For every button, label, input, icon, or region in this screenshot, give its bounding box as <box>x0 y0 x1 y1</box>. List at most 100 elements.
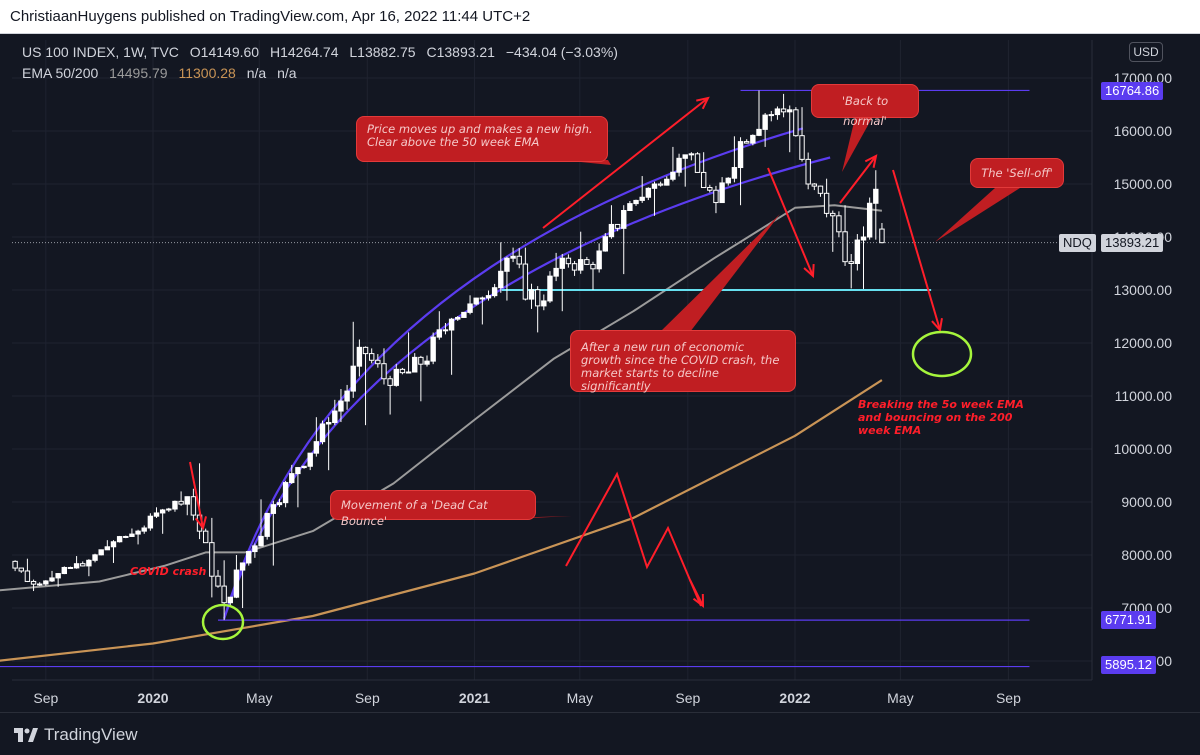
candle-body <box>731 167 738 179</box>
ema-legend[interactable]: EMA 50/200 14495.79 11300.28 n/a n/a <box>22 65 304 81</box>
candle-body <box>793 109 799 137</box>
candle <box>295 467 301 508</box>
candle <box>387 375 393 415</box>
tradingview-logo[interactable]: TradingView <box>14 725 138 745</box>
candle-body <box>774 108 781 116</box>
candle-body <box>553 267 559 277</box>
candle-body <box>811 183 818 187</box>
candle-body <box>657 183 664 186</box>
candle-body <box>92 554 98 561</box>
candle-body <box>135 530 141 535</box>
candle-body <box>61 566 67 575</box>
candle-body <box>295 467 301 475</box>
candles <box>12 90 885 621</box>
candle-body <box>799 135 805 160</box>
candle-body <box>448 318 455 331</box>
candle-body <box>830 212 836 217</box>
candle-body <box>18 567 24 572</box>
arrow-uptrend <box>542 97 709 229</box>
candle <box>707 184 713 193</box>
candle <box>264 512 270 540</box>
candle-body <box>399 368 406 374</box>
candle-body <box>510 255 516 259</box>
candle-body <box>153 512 160 517</box>
ema50-line <box>0 204 883 592</box>
x-tick-label: 2021 <box>459 690 490 706</box>
candle-body <box>639 196 645 201</box>
covid-low-highlight-ellipse <box>201 603 245 641</box>
y-tick-label: 15000.00 <box>1114 176 1173 192</box>
callout-tail-back-to-normal <box>842 118 872 172</box>
candle <box>713 185 719 214</box>
candle-body <box>424 360 430 365</box>
ema200-path <box>0 379 883 662</box>
candle-body <box>116 536 123 543</box>
candle <box>516 248 522 269</box>
candle <box>61 566 67 575</box>
candle <box>614 223 621 232</box>
target-highlight-ellipse <box>911 330 973 378</box>
candle-body <box>313 441 320 454</box>
candle <box>639 176 645 203</box>
candle <box>86 559 92 577</box>
x-tick-label: Sep <box>675 690 700 706</box>
candle-body <box>30 580 37 585</box>
candle-body <box>780 108 787 113</box>
candle <box>657 181 664 187</box>
annotation-decline: After a new run of economic growth since… <box>570 330 796 393</box>
candle-body <box>534 289 541 307</box>
candle-body <box>614 223 621 229</box>
candle-body <box>645 187 652 198</box>
candle <box>246 551 252 566</box>
candle <box>368 348 375 364</box>
candle <box>276 498 283 507</box>
candle <box>448 317 455 375</box>
candle <box>873 170 879 240</box>
arrow-projection-head <box>931 317 943 333</box>
candle-body <box>571 263 578 271</box>
candle <box>18 567 24 573</box>
candle-body <box>762 114 768 130</box>
candle-body <box>584 259 590 265</box>
annotation-new-high: Price moves up and makes a new high. Cle… <box>356 116 608 162</box>
candle-body <box>743 141 750 144</box>
y-tick-label: 8000.00 <box>1121 547 1172 563</box>
candle-body <box>98 549 104 556</box>
x-tick-label: May <box>246 690 272 706</box>
candle-body <box>202 530 209 544</box>
y-tick-label: 13000.00 <box>1114 282 1173 298</box>
candle <box>98 549 104 556</box>
candle <box>344 384 350 410</box>
candle-body <box>805 158 811 185</box>
candle-body <box>86 559 92 567</box>
candle <box>670 146 676 182</box>
candle-body <box>325 422 332 425</box>
candle-body <box>55 573 61 579</box>
arrow-decline <box>767 167 814 277</box>
candle <box>860 226 867 289</box>
candle <box>830 210 836 252</box>
x-tick-label: May <box>567 690 593 706</box>
candle-body <box>565 257 572 265</box>
candle-body <box>110 541 117 548</box>
candle-body <box>387 378 393 386</box>
candle-body <box>282 482 289 504</box>
candle-body <box>147 515 154 529</box>
candle <box>184 496 190 516</box>
candle-body <box>547 275 553 302</box>
candle <box>608 205 615 239</box>
currency-button[interactable]: USD <box>1129 42 1163 62</box>
candle <box>332 399 338 426</box>
y-tick-label: 11000.00 <box>1115 388 1173 404</box>
ema-label: EMA 50/200 <box>22 65 99 81</box>
candle <box>811 183 818 191</box>
candle-body <box>651 183 658 189</box>
candle <box>682 154 688 187</box>
candle <box>37 582 43 587</box>
candle-body <box>713 189 719 204</box>
candle-body <box>49 577 55 582</box>
arrow-uptrend-head <box>696 96 710 110</box>
dead-cat-arrow-head <box>692 593 705 609</box>
candle-body <box>239 562 246 571</box>
candle-body <box>596 250 602 270</box>
